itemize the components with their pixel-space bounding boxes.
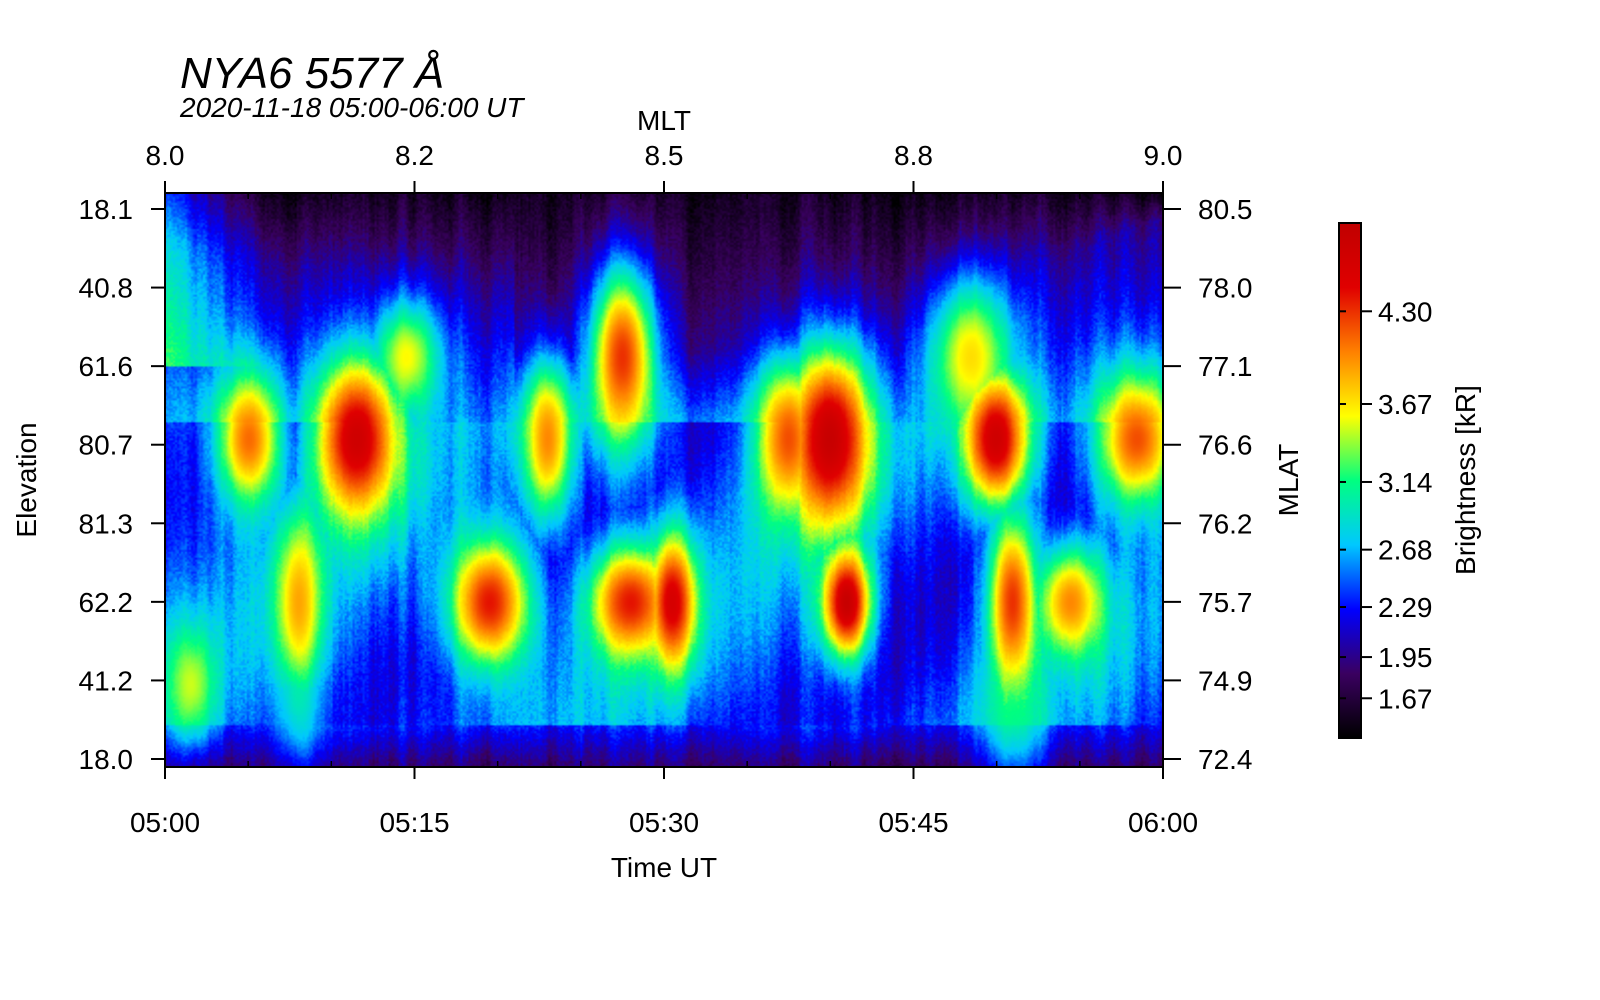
colorbar-tick-label: 1.95 — [1378, 642, 1433, 673]
axis-ticks — [151, 181, 1181, 779]
y-tick-label: 61.6 — [79, 351, 134, 382]
y-right-tick-label: 80.5 — [1198, 194, 1253, 225]
colorbar-ticks: 4.30 3.67 3.14 2.68 2.29 1.95 1.67 — [1339, 296, 1433, 714]
colorbar-tick-label: 2.68 — [1378, 535, 1433, 566]
x-tick-label: 05:30 — [629, 807, 699, 838]
y-right-tick-label: 72.4 — [1198, 744, 1253, 775]
y-tick-label: 62.2 — [79, 587, 134, 618]
x-top-tick-label: 8.5 — [645, 140, 684, 171]
y-right-tick-label: 75.7 — [1198, 587, 1253, 618]
colorbar-tick-label: 3.14 — [1378, 467, 1433, 498]
chart-subtitle: 2020-11-18 05:00-06:00 UT — [179, 92, 525, 123]
x-top-axis-label: MLT — [637, 105, 691, 136]
y-right-tick-label: 74.9 — [1198, 665, 1253, 696]
x-tick-label: 06:00 — [1128, 807, 1198, 838]
x-axis-label: Time UT — [611, 852, 717, 883]
y-tick-label: 18.0 — [79, 744, 134, 775]
colorbar-tick-label: 3.67 — [1378, 389, 1433, 420]
y-right-tick-label: 77.1 — [1198, 351, 1253, 382]
colorbar-tick-label: 1.67 — [1378, 683, 1433, 714]
y-tick-label: 80.7 — [79, 430, 134, 461]
axis-tick-labels: 05:00 05:15 05:30 05:45 06:00 8.0 8.2 8.5 8.8 9.0… — [79, 140, 1253, 838]
colorbar-label: Brightness [kR] — [1450, 385, 1481, 575]
x-tick-label: 05:15 — [379, 807, 449, 838]
y-tick-label: 41.2 — [79, 665, 134, 696]
keogram-raster — [165, 193, 1163, 767]
x-tick-label: 05:00 — [130, 807, 200, 838]
y-right-axis-label: MLAT — [1273, 444, 1304, 517]
x-top-tick-label: 8.8 — [894, 140, 933, 171]
x-top-tick-label: 8.2 — [395, 140, 434, 171]
colorbar-tick-label: 4.30 — [1378, 296, 1433, 327]
x-top-tick-label: 9.0 — [1144, 140, 1183, 171]
x-tick-label: 05:45 — [878, 807, 948, 838]
y-right-tick-label: 76.2 — [1198, 508, 1253, 539]
colorbar — [1338, 222, 1362, 739]
heatmap-image — [165, 193, 1163, 767]
chart-title: NYA6 5577 Å — [180, 49, 444, 98]
y-tick-label: 40.8 — [79, 273, 134, 304]
y-axis-label: Elevation — [11, 422, 42, 537]
y-right-tick-label: 76.6 — [1198, 430, 1253, 461]
y-right-tick-label: 78.0 — [1198, 273, 1253, 304]
colorbar-tick-label: 2.29 — [1378, 592, 1433, 623]
y-tick-label: 18.1 — [79, 194, 134, 225]
x-top-tick-label: 8.0 — [146, 140, 185, 171]
y-tick-label: 81.3 — [79, 508, 134, 539]
